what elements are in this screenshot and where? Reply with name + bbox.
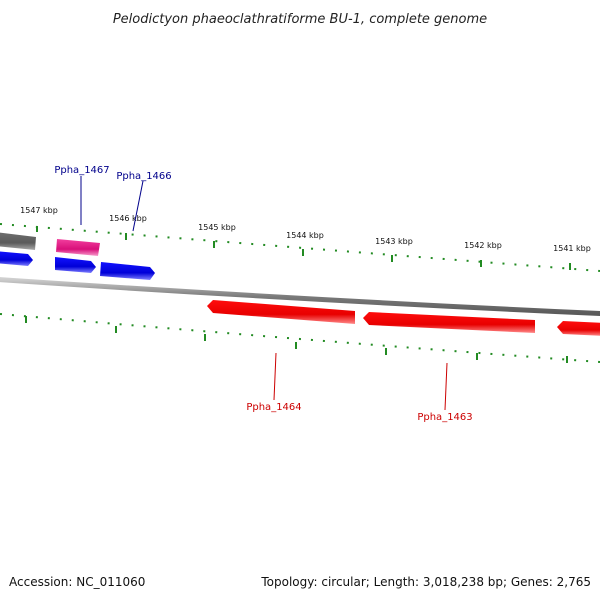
callout-line-ppha-1466 [132, 180, 144, 232]
gene-gray-top[interactable] [0, 232, 36, 250]
gene-ppha-1464[interactable] [207, 300, 355, 324]
outer-tick-ring [0, 223, 600, 272]
callout-line-ppha-1464 [273, 352, 277, 401]
tick-label: 1545 kbp [198, 223, 236, 232]
tick-label: 1543 kbp [375, 237, 413, 246]
genome-backbone [0, 277, 600, 317]
gene-label-ppha-1467[interactable]: Ppha_1467 [54, 165, 109, 176]
tick-labels: 1547 kbp 1546 kbp 1545 kbp 1544 kbp 1543… [20, 206, 591, 253]
gene-label-ppha-1463[interactable]: Ppha_1463 [417, 412, 472, 423]
gene-red-c[interactable] [557, 321, 600, 336]
gene-label-ppha-1466[interactable]: Ppha_1466 [116, 171, 171, 182]
accession-text: Accession: NC_011060 [9, 575, 145, 589]
gene-blue-b[interactable] [55, 257, 96, 273]
inner-tick-ring [0, 313, 600, 363]
genome-summary-text: Topology: circular; Length: 3,018,238 bp… [260, 575, 591, 589]
gene-label-ppha-1464[interactable]: Ppha_1464 [246, 402, 301, 413]
gene-blue-a[interactable] [0, 251, 33, 266]
gene-ppha-1467[interactable] [56, 239, 100, 256]
tick-label: 1547 kbp [20, 206, 58, 215]
genome-title: Pelodictyon phaeoclathratiforme BU-1, co… [113, 12, 487, 27]
gene-ppha-1463[interactable] [363, 312, 535, 333]
tick-label: 1542 kbp [464, 241, 502, 250]
gene-ppha-1466[interactable] [100, 262, 155, 280]
tick-label: 1541 kbp [553, 244, 591, 253]
callout-line-ppha-1463 [444, 362, 448, 411]
tick-label: 1546 kbp [109, 214, 147, 223]
tick-label: 1544 kbp [286, 231, 324, 240]
